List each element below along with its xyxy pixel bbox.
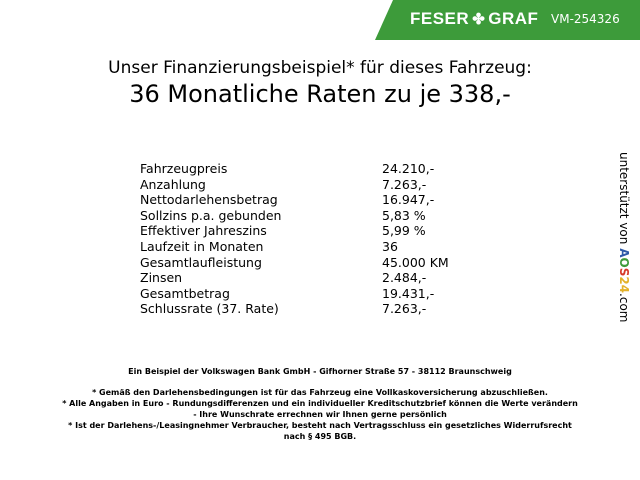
brand-right: GRAF [488, 9, 539, 28]
table-row: Anzahlung 7.263,- [140, 177, 480, 193]
row-value: 36 [382, 238, 398, 254]
supported-by-text: unterstützt von [617, 152, 631, 249]
row-label: Anzahlung [140, 176, 206, 192]
row-label: Gesamtlaufleistung [140, 254, 262, 270]
table-row: Sollzins p.a. gebunden 5,83 % [140, 208, 480, 224]
footnote: nach § 495 BGB. [283, 432, 357, 441]
row-value: 7.263,- [382, 176, 427, 192]
table-row: Gesamtlaufleistung 45.000 KM [140, 255, 480, 271]
row-label: Laufzeit in Monaten [140, 238, 264, 254]
vehicle-id: VM-254326 [551, 12, 620, 26]
row-value: 19.431,- [382, 285, 435, 301]
table-row: Gesamtbetrag 19.431,- [140, 286, 480, 302]
dealer-logo: FESER ✤ GRAF [410, 9, 538, 29]
aos24-logo: AOS24 [617, 248, 631, 294]
table-row: Zinsen 2.484,- [140, 270, 480, 286]
row-label: Zinsen [140, 270, 183, 286]
table-row: Schlussrate (37. Rate) 7.263,- [140, 301, 480, 317]
row-value: 45.000 KM [382, 254, 449, 270]
financing-heading: Unser Finanzierungsbeispiel* für dieses … [108, 58, 532, 78]
row-value: 5,99 % [382, 223, 426, 239]
row-label: Effektiver Jahreszins [140, 223, 267, 239]
row-value: 5,83 % [382, 207, 426, 223]
row-value: 7.263,- [382, 301, 427, 317]
row-label: Nettodarlehensbetrag [140, 192, 278, 208]
row-value: 16.947,- [382, 192, 435, 208]
supported-by-aos24: unterstützt von AOS24.com [617, 152, 631, 323]
table-row: Fahrzeugpreis 24.210,- [140, 161, 480, 177]
row-value: 2.484,- [382, 270, 427, 286]
row-label: Sollzins p.a. gebunden [140, 207, 282, 223]
footnote: * Alle Angaben in Euro - Rundungsdiffere… [62, 399, 578, 408]
row-value: 24.210,- [382, 161, 435, 176]
footnote: * Gemäß den Darlehensbedingungen ist für… [92, 388, 548, 397]
row-label: Fahrzeugpreis [140, 161, 228, 176]
clover-icon: ✤ [472, 11, 486, 28]
bank-info: Ein Beispiel der Volkswagen Bank GmbH - … [128, 367, 512, 376]
domain-suffix: .com [617, 293, 631, 323]
table-row: Effektiver Jahreszins 5,99 % [140, 223, 480, 239]
row-label: Schlussrate (37. Rate) [140, 301, 279, 317]
table-row: Laufzeit in Monaten 36 [140, 239, 480, 255]
footnote: - Ihre Wunschrate errechnen wir Ihnen ge… [193, 410, 447, 419]
footnote: * Ist der Darlehens-/Leasingnehmer Verbr… [68, 421, 572, 430]
financing-table: Fahrzeugpreis 24.210,- Anzahlung 7.263,- N… [140, 161, 480, 317]
table-row: Nettodarlehensbetrag 16.947,- [140, 192, 480, 208]
dealer-banner [375, 0, 640, 40]
monthly-rate-heading: 36 Monatliche Raten zu je 338,- [129, 80, 511, 108]
row-label: Gesamtbetrag [140, 285, 230, 301]
legal-footer: Ein Beispiel der Volkswagen Bank GmbH - … [20, 366, 620, 442]
brand-left: FESER [410, 9, 470, 28]
